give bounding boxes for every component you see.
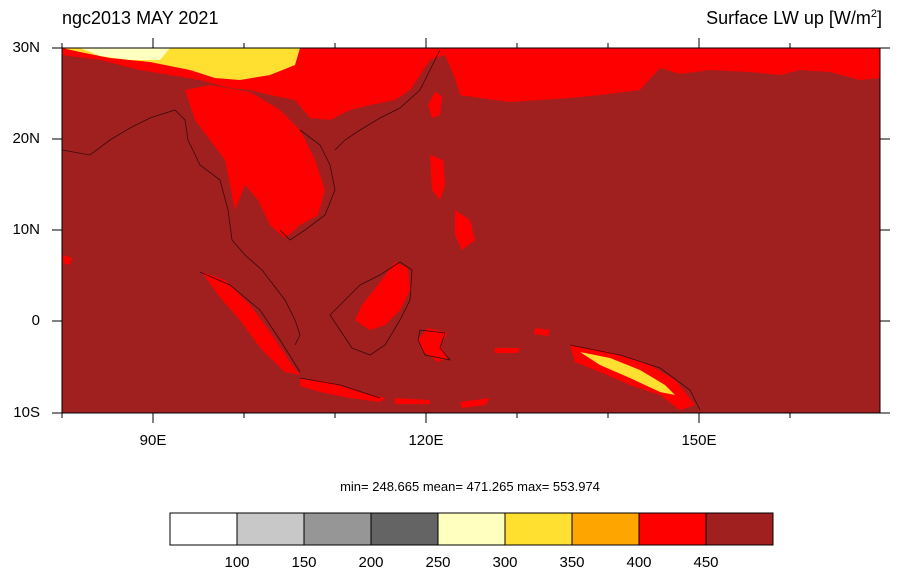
colorbar-swatch [236,512,305,546]
philippines-red [430,155,475,250]
colorbar-label: 200 [358,554,384,571]
stats-text: min= 248.665 mean= 471.265 max= 553.974 [340,479,600,494]
colorbar-swatch [437,512,506,546]
colorbar-label: 450 [693,554,719,571]
colorbar-label: 250 [425,554,451,571]
colorbar-label: 100 [224,554,250,571]
taiwan-red [428,92,442,118]
map-plot-area [62,48,880,413]
colorbar-label: 150 [291,554,317,571]
colorbar-swatch [303,512,372,546]
lat-label-10n: 10N [12,221,40,238]
indochina-red [185,85,325,238]
coastlines [62,49,701,411]
colorbar-swatch [504,512,573,546]
borneo-red [355,262,410,330]
lon-label-120e: 120E [408,432,444,449]
sumatra-red [202,272,300,375]
lat-label-0: 0 [31,312,40,329]
axis-ticks [52,38,890,423]
colorbar-swatch [705,512,774,546]
himalaya-pale [80,48,170,60]
lon-label-90e: 90E [139,432,167,449]
map-title: ngc2013 MAY 2021 [62,8,219,28]
sulawesi-red [418,328,448,362]
colorbar-swatch [571,512,640,546]
lat-label-10s: 10S [13,404,40,421]
java-red [300,378,430,404]
colorbar-label: 300 [492,554,518,571]
colorbar-swatch [169,512,238,546]
colorbar-swatch [370,512,439,546]
colorbar-label: 400 [626,554,652,571]
lat-label-30n: 30N [12,39,40,56]
colorbar [169,512,774,546]
lat-label-20n: 20N [12,130,40,147]
colorbar-swatch [638,512,707,546]
variable-title: Surface LW up [W/m2] [706,8,882,28]
lon-label-150e: 150E [681,432,717,449]
newguinea-yellow [580,352,675,395]
colorbar-label: 350 [559,554,585,571]
